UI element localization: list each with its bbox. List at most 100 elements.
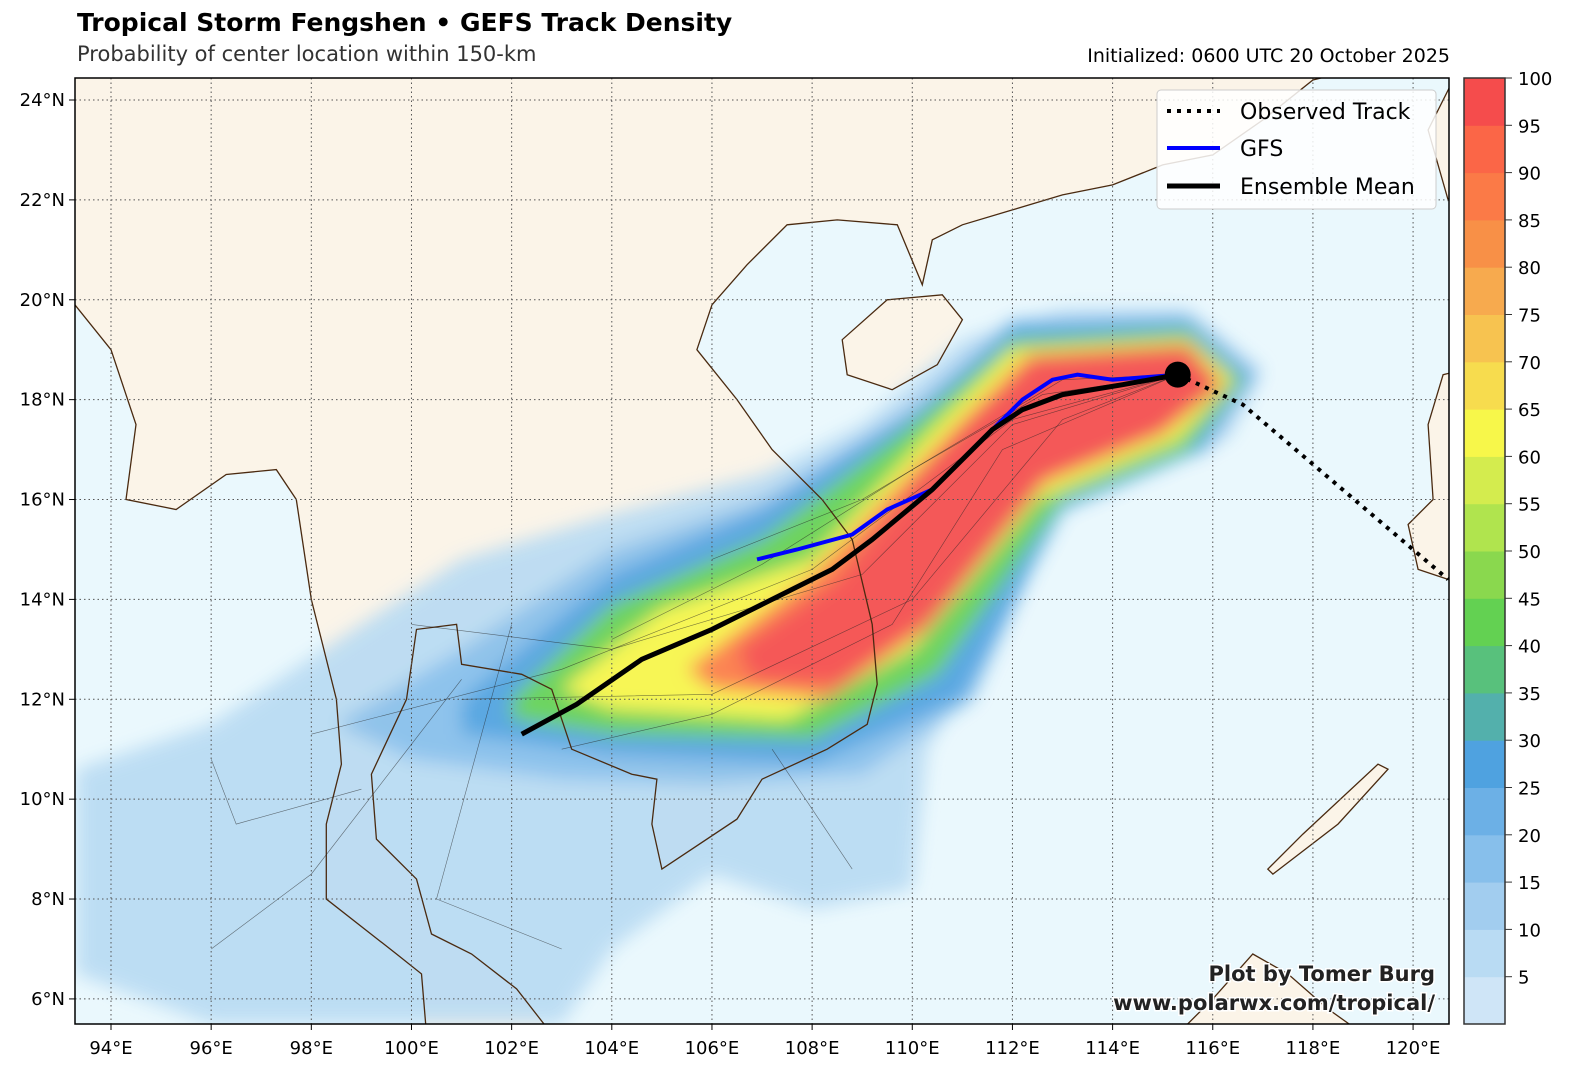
colorbar-tick-label: 85: [1518, 211, 1541, 232]
colorbar-bin: [1464, 456, 1505, 505]
colorbar-bin: [1464, 834, 1505, 883]
colorbar-tick-label: 20: [1518, 826, 1541, 847]
colorbar-bin: [1464, 787, 1505, 836]
y-tick-label: 8°N: [31, 889, 65, 910]
colorbar-bin: [1464, 551, 1505, 599]
axis-ticks: 94°E 96°E 98°E 100°E 102°E 104°E 106°E 108°E 110…: [20, 90, 1441, 1059]
ensemble-member-track: [211, 679, 462, 950]
colorbar-bin: [1464, 219, 1505, 268]
colorbar-tick-label: 65: [1518, 400, 1541, 421]
legend-mean-label: Ensemble Mean: [1240, 175, 1415, 200]
legend: Observed Track GFS Ensemble Mean: [1156, 89, 1437, 210]
colorbar-bin: [1464, 503, 1505, 552]
coastline: [1407, 372, 1449, 581]
legend-box: [1156, 89, 1437, 210]
y-tick-label: 22°N: [20, 190, 65, 211]
ensemble-member-track: [771, 749, 853, 870]
colorbar-bin: [1464, 740, 1505, 788]
colorbar-tick-label: 45: [1518, 589, 1541, 610]
ensemble-member-track: [311, 374, 1178, 735]
colorbar-tick-label: 15: [1518, 873, 1541, 894]
colorbar-tick-label: 35: [1518, 684, 1541, 705]
colorbar-tick-label: 60: [1518, 447, 1541, 468]
observed-track: [1176, 372, 1449, 581]
y-tick-label: 14°N: [20, 589, 65, 610]
colorbar-bin: [1464, 976, 1505, 1025]
colorbar-tick-label: 5: [1518, 968, 1529, 989]
y-tick-label: 18°N: [20, 390, 65, 411]
y-tick-label: 24°N: [20, 90, 65, 111]
colorbar-bin: [1464, 692, 1505, 741]
y-tick-label: 16°N: [20, 490, 65, 511]
x-tick-label: 120°E: [1386, 1038, 1441, 1059]
colorbar: 5 10 15 20 25 30 35 40 45 50 55 60 65 70 75 80 85 90 95 100: [1463, 69, 1552, 1025]
x-tick-label: 110°E: [885, 1038, 940, 1059]
landmass: [1267, 764, 1388, 875]
tracks: [210, 361, 1449, 950]
legend-gfs-label: GFS: [1240, 137, 1283, 162]
coastline: [75, 78, 1324, 1024]
colorbar-tick-label: 95: [1518, 116, 1541, 137]
colorbar-bin: [1464, 172, 1505, 221]
attribution-author: Plot by Tomer Burg: [1209, 962, 1436, 986]
colorbar-bin: [1464, 314, 1505, 363]
x-tick-label: 118°E: [1286, 1038, 1341, 1059]
x-tick-label: 98°E: [290, 1038, 333, 1059]
colorbar-tick-label: 40: [1518, 637, 1541, 658]
attribution-url: www.polarwx.com/tropical/: [1113, 991, 1435, 1015]
coastline: [1427, 86, 1449, 202]
x-tick-label: 96°E: [190, 1038, 233, 1059]
coastline: [1266, 763, 1390, 875]
ensemble-member-track: [561, 374, 1178, 750]
x-tick-label: 114°E: [1085, 1038, 1140, 1059]
x-tick-label: 106°E: [685, 1038, 740, 1059]
current-position-marker: [1164, 361, 1191, 388]
y-tick-label: 10°N: [20, 789, 65, 810]
landmass: [1187, 954, 1350, 1024]
x-tick-label: 100°E: [384, 1038, 439, 1059]
colorbar-tick-label: 90: [1518, 164, 1541, 185]
x-tick-label: 112°E: [985, 1038, 1040, 1059]
colorbar-tick-label: 70: [1518, 353, 1541, 374]
coastline: [841, 294, 964, 391]
colorbar-tick-label: 50: [1518, 542, 1541, 563]
landmass: [1428, 88, 1449, 200]
x-tick-label: 108°E: [785, 1038, 840, 1059]
gridlines: [75, 78, 1449, 1024]
colorbar-tick-label: 80: [1518, 258, 1541, 279]
ensemble-mean-track: [520, 372, 1179, 737]
colorbar-bin: [1464, 78, 1505, 126]
x-tick-label: 94°E: [89, 1038, 132, 1059]
colorbar-bin: [1464, 361, 1505, 410]
coastline: [1186, 953, 1351, 1024]
ensemble-member-track: [411, 374, 1178, 650]
init-time: Initialized: 0600 UTC 20 October 2025: [1087, 45, 1450, 67]
colorbar-bin: [1464, 267, 1505, 315]
colorbar-tick-label: 100: [1518, 69, 1552, 90]
colorbar-tick-label: 10: [1518, 920, 1541, 941]
y-tick-label: 12°N: [20, 689, 65, 710]
landmass: [1408, 373, 1449, 580]
x-tick-label: 104°E: [584, 1038, 639, 1059]
colorbar-tick-label: 75: [1518, 306, 1541, 327]
colorbar-bin: [1464, 409, 1505, 457]
colorbar-tick-label: 30: [1518, 731, 1541, 752]
colorbar-bin: [1464, 645, 1505, 694]
ensemble-member-track: [210, 759, 362, 825]
y-tick-label: 20°N: [20, 290, 65, 311]
colorbar-bin: [1464, 598, 1505, 647]
y-tick-label: 6°N: [31, 989, 65, 1010]
ensemble-member-track: [461, 374, 1178, 700]
chart-subtitle: Probability of center location within 15…: [77, 42, 537, 66]
chart-title: Tropical Storm Fengshen • GEFS Track Den…: [77, 8, 733, 37]
ensemble-member-track: [436, 624, 562, 950]
x-tick-label: 116°E: [1185, 1038, 1240, 1059]
colorbar-bin: [1464, 882, 1505, 930]
x-tick-label: 102°E: [484, 1038, 539, 1059]
map-frame: [74, 77, 1450, 1025]
colorbar-bin: [1464, 929, 1505, 978]
colorbar-tick-label: 25: [1518, 779, 1541, 800]
legend-observed-label: Observed Track: [1240, 100, 1411, 125]
